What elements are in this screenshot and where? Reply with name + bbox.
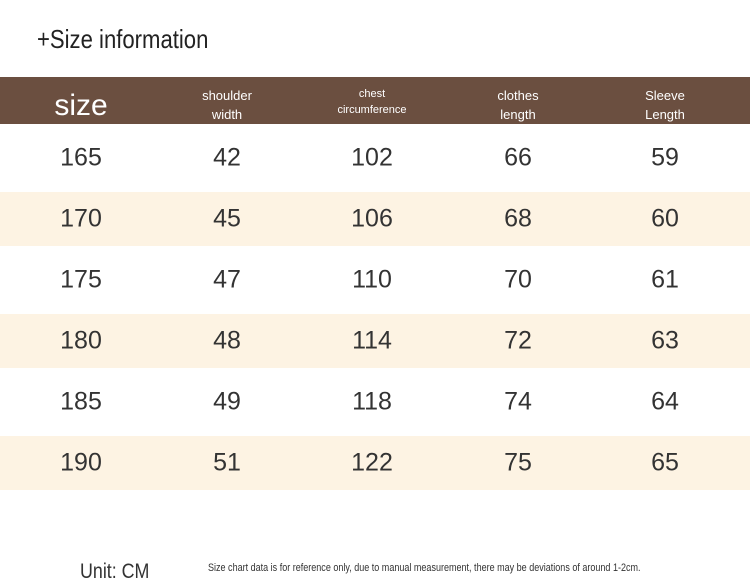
- header-line: shoulder: [202, 88, 252, 103]
- cell: 185: [60, 387, 102, 416]
- cell: 106: [351, 204, 393, 233]
- column-header: chest circumference: [337, 86, 406, 118]
- cell: 48: [213, 326, 241, 355]
- cell: 165: [60, 143, 102, 172]
- column-header: Sleeve Length: [645, 86, 685, 124]
- note: Size chart data is for reference only, d…: [208, 562, 641, 574]
- cell: 75: [504, 448, 532, 477]
- header-line: chest: [358, 88, 386, 100]
- cell: 190: [60, 448, 102, 477]
- column-header: shoulder width: [202, 86, 252, 124]
- cell: 102: [351, 143, 393, 172]
- cell: 60: [651, 204, 679, 233]
- column-header: clothes length: [497, 86, 538, 124]
- unit: Unit: CM: [80, 560, 150, 583]
- header-line: Length: [645, 107, 685, 122]
- cell: 175: [60, 265, 102, 294]
- cell: 68: [504, 204, 532, 233]
- cell: 65: [651, 448, 679, 477]
- header-line: clothes: [497, 88, 539, 103]
- title: +Size information: [37, 24, 209, 54]
- column-header: size: [54, 86, 107, 126]
- cell: 42: [213, 143, 241, 172]
- header-line: Sleeve: [645, 88, 685, 103]
- cell: 61: [651, 265, 679, 294]
- cell: 66: [504, 143, 532, 172]
- cell: 114: [352, 326, 392, 355]
- header-line: length: [500, 107, 536, 122]
- row-band: [0, 314, 750, 368]
- cell: 70: [504, 265, 532, 294]
- cell: 180: [60, 326, 102, 355]
- cell: 74: [504, 387, 532, 416]
- header-line: width: [211, 107, 243, 122]
- cell: 49: [213, 387, 241, 416]
- cell: 72: [504, 326, 532, 355]
- cell: 170: [60, 204, 102, 233]
- header-band: [0, 77, 750, 124]
- cell: 45: [213, 204, 241, 233]
- cell: 51: [213, 448, 241, 477]
- row-band: [0, 436, 750, 490]
- cell: 110: [352, 265, 392, 294]
- cell: 59: [651, 143, 679, 172]
- header-line: circumference: [337, 104, 407, 116]
- cell: 47: [213, 265, 241, 294]
- cell: 63: [651, 326, 679, 355]
- header-line: size: [54, 89, 108, 122]
- row-band: [0, 192, 750, 246]
- cell: 122: [351, 448, 393, 477]
- cell: 64: [651, 387, 679, 416]
- cell: 118: [352, 387, 392, 416]
